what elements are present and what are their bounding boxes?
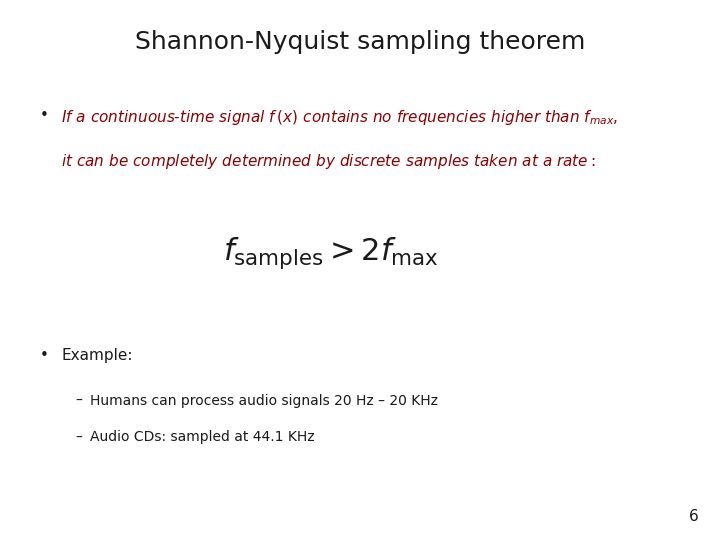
Text: $\mathit{it\ can\ be\ completely\ determined\ by\ discrete\ samples\ taken\ at\ : $\mathit{it\ can\ be\ completely\ determ…: [61, 152, 596, 171]
Text: Example:: Example:: [61, 348, 132, 363]
Text: Humans can process audio signals 20 Hz – 20 KHz: Humans can process audio signals 20 Hz –…: [90, 394, 438, 408]
Text: •: •: [40, 108, 48, 123]
Text: $f_{\mathrm{samples}} > 2f_{\mathrm{max}}$: $f_{\mathrm{samples}} > 2f_{\mathrm{max}…: [223, 235, 439, 271]
Text: –: –: [76, 394, 83, 408]
Text: $\mathit{If\ a\ continuous\text{-}time\ signal}\ \mathit{f}\,\mathit{(x)}\ \math: $\mathit{If\ a\ continuous\text{-}time\ …: [61, 108, 618, 127]
Text: 6: 6: [688, 509, 698, 524]
Text: Shannon-Nyquist sampling theorem: Shannon-Nyquist sampling theorem: [135, 30, 585, 53]
Text: Audio CDs: sampled at 44.1 KHz: Audio CDs: sampled at 44.1 KHz: [90, 430, 315, 444]
Text: •: •: [40, 348, 48, 363]
Text: –: –: [76, 430, 83, 444]
